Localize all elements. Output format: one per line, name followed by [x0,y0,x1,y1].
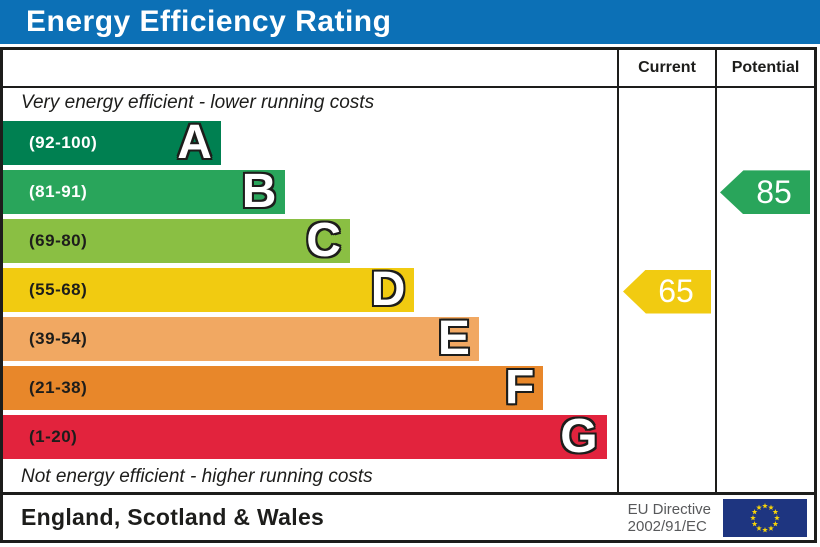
top-note: Very energy efficient - lower running co… [21,92,375,113]
bands: (92-100) A (81-91) B (69-80) C [3,118,617,462]
band-range-label: (1-20) [29,427,78,447]
region-label: England, Scotland & Wales [21,504,325,530]
band-letter: B [241,164,277,218]
page-title: Energy Efficiency Rating [0,0,820,44]
current-value: 65 [658,273,694,309]
band-letter: C [306,213,341,267]
band-f: (21-38) F [3,361,544,415]
band-e: (39-54) E [3,312,479,366]
band-letter: E [437,312,470,366]
band-row: (92-100) A [3,118,617,167]
band-row: (1-20) G [3,413,617,462]
band-letter: F [504,361,535,415]
band-letter: G [560,410,598,464]
table-header-row: Current Potential [3,50,814,88]
band-range-label: (81-91) [29,181,88,201]
rating-table: Current Potential Very energy efficient … [0,47,817,543]
band-letter: A [177,115,212,169]
band-range-label: (39-54) [29,329,88,349]
col-header-potential: Potential [715,50,814,86]
eu-directive-label: EU Directive 2002/91/EC [628,501,711,535]
current-arrow: 65 [623,269,711,314]
band-row: (55-68) D [3,265,617,314]
band-row: (21-38) F [3,364,617,413]
eu-directive-line2: 2002/91/EC [627,517,707,535]
band-range-label: (55-68) [29,279,88,299]
table-body: Very energy efficient - lower running co… [3,88,814,492]
potential-value: 85 [756,173,792,210]
potential-arrow: 85 [720,170,810,215]
band-row: (69-80) C [3,216,617,265]
current-column: 65 [617,88,715,492]
band-row: (81-91) B [3,167,617,216]
bottom-note: Not energy efficient - higher running co… [21,466,373,487]
band-range-label: (21-38) [29,378,88,398]
band-c: (69-80) C [3,213,350,267]
eu-directive-line1: EU Directive [627,500,711,518]
band-chart-area: Very energy efficient - lower running co… [3,88,617,492]
band-d: (55-68) D [3,262,415,316]
band-range-label: (69-80) [29,230,88,250]
col-header-current: Current [617,50,715,86]
band-a: (92-100) A [3,115,221,169]
band-letter: D [370,262,406,316]
table-footer: England, Scotland & Wales EU Directive 2… [3,492,814,540]
potential-column: 85 [715,88,814,492]
band-b: (81-91) B [3,164,286,218]
band-range-label: (92-100) [29,132,98,152]
eu-flag-icon [723,498,807,537]
header-spacer [3,50,617,86]
band-row: (39-54) E [3,315,617,364]
band-g: (1-20) G [3,410,607,464]
